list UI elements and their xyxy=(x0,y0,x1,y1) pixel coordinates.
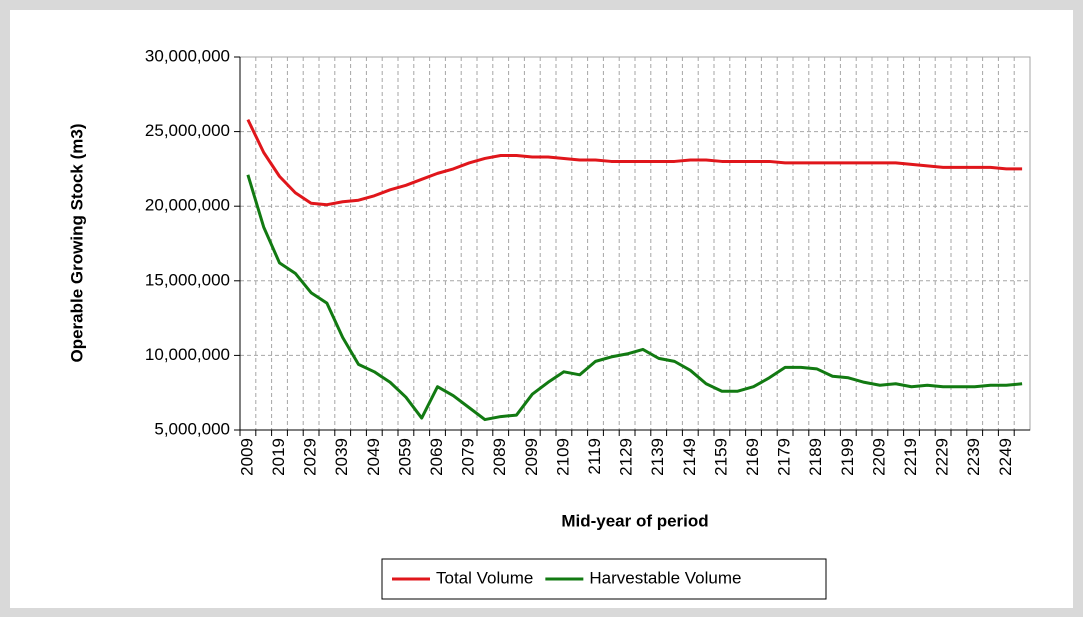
legend-box xyxy=(381,558,827,600)
x-tick-label: 2049 xyxy=(364,438,383,476)
series-line xyxy=(246,174,1023,422)
x-tick-label: 2229 xyxy=(933,438,952,476)
x-tick-label: 2109 xyxy=(553,438,572,476)
x-tick-label: 2099 xyxy=(522,438,541,476)
y-tick-label: 15,000,000 xyxy=(145,270,230,289)
x-tick-label: 2209 xyxy=(869,438,888,476)
x-tick-label: 2059 xyxy=(395,438,414,476)
y-tick-label: 20,000,000 xyxy=(145,196,230,215)
x-tick-label: 2169 xyxy=(743,438,762,476)
x-tick-label: 2139 xyxy=(648,438,667,476)
y-axis-title: Operable Growing Stock (m3) xyxy=(67,124,86,363)
x-tick-label: 2039 xyxy=(332,438,351,476)
x-tick-label: 2119 xyxy=(585,438,604,475)
x-tick-label: 2159 xyxy=(711,438,730,476)
legend-label: Total Volume xyxy=(436,568,533,587)
x-tick-label: 2079 xyxy=(459,438,478,476)
x-tick-label: 2129 xyxy=(617,438,636,476)
series-line xyxy=(246,119,1023,207)
x-tick-label: 2009 xyxy=(237,438,256,476)
y-tick-label: 25,000,000 xyxy=(145,121,230,140)
x-tick-label: 2219 xyxy=(901,438,920,476)
x-tick-label: 2179 xyxy=(775,438,794,476)
y-tick-label: 5,000,000 xyxy=(154,419,230,438)
x-tick-label: 2029 xyxy=(301,438,320,476)
x-tick-label: 2199 xyxy=(838,438,857,476)
x-tick-label: 2239 xyxy=(964,438,983,476)
x-tick-label: 2089 xyxy=(490,438,509,476)
x-tick-label: 2189 xyxy=(806,438,825,476)
x-tick-label: 2019 xyxy=(269,438,288,476)
legend-label: Harvestable Volume xyxy=(589,568,741,587)
y-tick-label: 10,000,000 xyxy=(145,345,230,364)
y-tick-label: 30,000,000 xyxy=(145,46,230,65)
x-tick-label: 2149 xyxy=(680,438,699,476)
x-axis-title: Mid-year of period xyxy=(561,511,708,530)
x-tick-label: 2069 xyxy=(427,438,446,476)
x-tick-label: 2249 xyxy=(996,438,1015,476)
